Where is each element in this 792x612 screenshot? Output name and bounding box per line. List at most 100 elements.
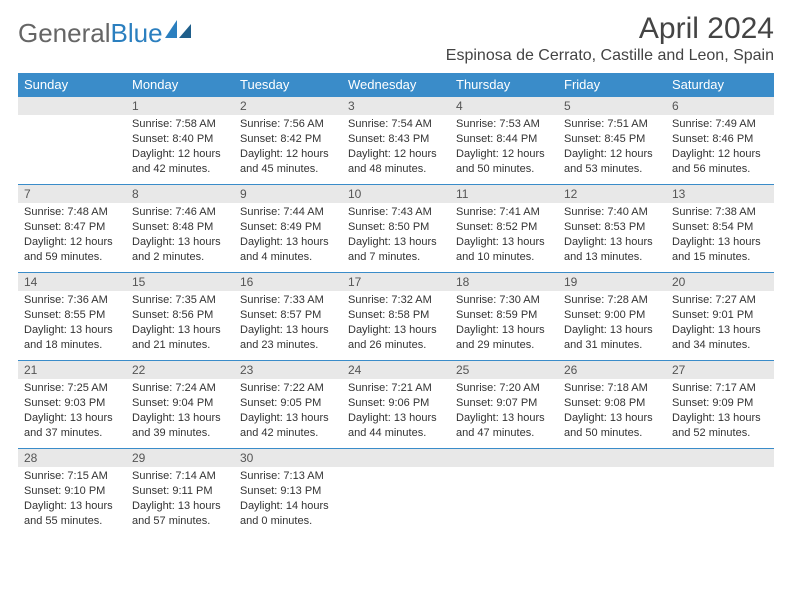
daylight-text: Daylight: 13 hours [132,323,228,338]
day-detail: Sunrise: 7:56 AMSunset: 8:42 PMDaylight:… [234,115,342,180]
daylight-text: and 29 minutes. [456,338,552,353]
calendar-day-cell: 29Sunrise: 7:14 AMSunset: 9:11 PMDayligh… [126,449,234,537]
sunrise-text: Sunrise: 7:21 AM [348,381,444,396]
day-detail: Sunrise: 7:20 AMSunset: 9:07 PMDaylight:… [450,379,558,444]
calendar-week-row: 14Sunrise: 7:36 AMSunset: 8:55 PMDayligh… [18,273,774,361]
daylight-text: and 18 minutes. [24,338,120,353]
day-detail: Sunrise: 7:36 AMSunset: 8:55 PMDaylight:… [18,291,126,356]
sunrise-text: Sunrise: 7:20 AM [456,381,552,396]
day-number-bar [18,97,126,115]
calendar-day-cell: 23Sunrise: 7:22 AMSunset: 9:05 PMDayligh… [234,361,342,449]
calendar-day-cell: 27Sunrise: 7:17 AMSunset: 9:09 PMDayligh… [666,361,774,449]
day-detail: Sunrise: 7:32 AMSunset: 8:58 PMDaylight:… [342,291,450,356]
daylight-text: Daylight: 13 hours [24,323,120,338]
day-number-bar: 12 [558,185,666,203]
sunset-text: Sunset: 8:50 PM [348,220,444,235]
day-detail: Sunrise: 7:28 AMSunset: 9:00 PMDaylight:… [558,291,666,356]
calendar-week-row: 1Sunrise: 7:58 AMSunset: 8:40 PMDaylight… [18,97,774,185]
sunset-text: Sunset: 8:40 PM [132,132,228,147]
day-detail: Sunrise: 7:14 AMSunset: 9:11 PMDaylight:… [126,467,234,532]
sunset-text: Sunset: 9:09 PM [672,396,768,411]
sunset-text: Sunset: 8:56 PM [132,308,228,323]
day-number-bar: 3 [342,97,450,115]
day-detail: Sunrise: 7:27 AMSunset: 9:01 PMDaylight:… [666,291,774,356]
daylight-text: and 53 minutes. [564,162,660,177]
sunset-text: Sunset: 9:03 PM [24,396,120,411]
sunrise-text: Sunrise: 7:24 AM [132,381,228,396]
calendar-day-cell: 18Sunrise: 7:30 AMSunset: 8:59 PMDayligh… [450,273,558,361]
sunset-text: Sunset: 8:47 PM [24,220,120,235]
calendar-day-cell: 20Sunrise: 7:27 AMSunset: 9:01 PMDayligh… [666,273,774,361]
day-number-bar: 5 [558,97,666,115]
day-detail: Sunrise: 7:24 AMSunset: 9:04 PMDaylight:… [126,379,234,444]
day-detail: Sunrise: 7:49 AMSunset: 8:46 PMDaylight:… [666,115,774,180]
day-detail: Sunrise: 7:15 AMSunset: 9:10 PMDaylight:… [18,467,126,532]
daylight-text: Daylight: 13 hours [456,411,552,426]
day-number-bar: 17 [342,273,450,291]
sunset-text: Sunset: 8:59 PM [456,308,552,323]
calendar-day-cell: 21Sunrise: 7:25 AMSunset: 9:03 PMDayligh… [18,361,126,449]
day-number-bar: 8 [126,185,234,203]
calendar-day-cell: 6Sunrise: 7:49 AMSunset: 8:46 PMDaylight… [666,97,774,185]
calendar-day-cell: 26Sunrise: 7:18 AMSunset: 9:08 PMDayligh… [558,361,666,449]
daylight-text: and 47 minutes. [456,426,552,441]
daylight-text: and 55 minutes. [24,514,120,529]
sunrise-text: Sunrise: 7:22 AM [240,381,336,396]
sunrise-text: Sunrise: 7:53 AM [456,117,552,132]
title-block: April 2024 Espinosa de Cerrato, Castille… [446,12,774,65]
day-detail: Sunrise: 7:54 AMSunset: 8:43 PMDaylight:… [342,115,450,180]
sunrise-text: Sunrise: 7:27 AM [672,293,768,308]
daylight-text: Daylight: 12 hours [240,147,336,162]
daylight-text: and 37 minutes. [24,426,120,441]
day-detail: Sunrise: 7:30 AMSunset: 8:59 PMDaylight:… [450,291,558,356]
location-subtitle: Espinosa de Cerrato, Castille and Leon, … [446,47,774,65]
daylight-text: and 31 minutes. [564,338,660,353]
calendar-day-cell: 25Sunrise: 7:20 AMSunset: 9:07 PMDayligh… [450,361,558,449]
daylight-text: and 42 minutes. [240,426,336,441]
calendar-day-cell: 3Sunrise: 7:54 AMSunset: 8:43 PMDaylight… [342,97,450,185]
day-number-bar: 30 [234,449,342,467]
calendar-week-row: 7Sunrise: 7:48 AMSunset: 8:47 PMDaylight… [18,185,774,273]
sunrise-text: Sunrise: 7:46 AM [132,205,228,220]
calendar-day-cell: 22Sunrise: 7:24 AMSunset: 9:04 PMDayligh… [126,361,234,449]
daylight-text: Daylight: 14 hours [240,499,336,514]
day-detail: Sunrise: 7:58 AMSunset: 8:40 PMDaylight:… [126,115,234,180]
sunrise-text: Sunrise: 7:25 AM [24,381,120,396]
day-number-bar: 2 [234,97,342,115]
daylight-text: Daylight: 13 hours [24,499,120,514]
sunrise-text: Sunrise: 7:43 AM [348,205,444,220]
day-number-bar: 4 [450,97,558,115]
day-number-bar: 13 [666,185,774,203]
sunrise-text: Sunrise: 7:58 AM [132,117,228,132]
sunrise-text: Sunrise: 7:56 AM [240,117,336,132]
weekday-header: Sunday [18,73,126,97]
sunset-text: Sunset: 9:05 PM [240,396,336,411]
day-detail: Sunrise: 7:53 AMSunset: 8:44 PMDaylight:… [450,115,558,180]
calendar-day-cell: 15Sunrise: 7:35 AMSunset: 8:56 PMDayligh… [126,273,234,361]
day-number-bar: 27 [666,361,774,379]
daylight-text: Daylight: 13 hours [132,235,228,250]
day-detail: Sunrise: 7:33 AMSunset: 8:57 PMDaylight:… [234,291,342,356]
daylight-text: Daylight: 13 hours [240,411,336,426]
sunset-text: Sunset: 8:46 PM [672,132,768,147]
sunset-text: Sunset: 8:48 PM [132,220,228,235]
day-detail: Sunrise: 7:51 AMSunset: 8:45 PMDaylight:… [558,115,666,180]
day-detail: Sunrise: 7:48 AMSunset: 8:47 PMDaylight:… [18,203,126,268]
calendar-day-cell: 13Sunrise: 7:38 AMSunset: 8:54 PMDayligh… [666,185,774,273]
sunrise-text: Sunrise: 7:14 AM [132,469,228,484]
calendar-day-cell: 5Sunrise: 7:51 AMSunset: 8:45 PMDaylight… [558,97,666,185]
calendar-day-cell: 7Sunrise: 7:48 AMSunset: 8:47 PMDaylight… [18,185,126,273]
daylight-text: Daylight: 13 hours [240,323,336,338]
daylight-text: and 42 minutes. [132,162,228,177]
daylight-text: Daylight: 13 hours [672,235,768,250]
sunrise-text: Sunrise: 7:17 AM [672,381,768,396]
day-number-bar: 24 [342,361,450,379]
day-number-bar [450,449,558,467]
day-detail: Sunrise: 7:18 AMSunset: 9:08 PMDaylight:… [558,379,666,444]
daylight-text: Daylight: 13 hours [24,411,120,426]
day-number-bar [558,449,666,467]
sunset-text: Sunset: 9:13 PM [240,484,336,499]
sunset-text: Sunset: 9:01 PM [672,308,768,323]
day-number-bar [666,449,774,467]
daylight-text: and 45 minutes. [240,162,336,177]
